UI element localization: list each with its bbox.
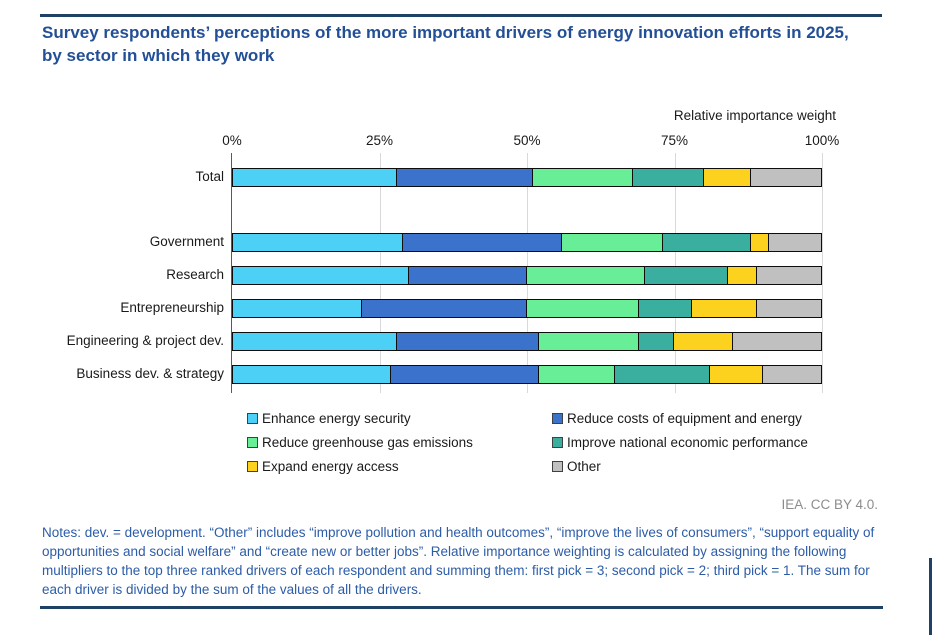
bar-segment <box>391 365 539 384</box>
bar-segment <box>733 332 822 351</box>
bar-segment <box>703 168 752 187</box>
legend-swatch-icon <box>247 436 258 448</box>
bar-segment <box>674 332 734 351</box>
legend-item: Reduce costs of equipment and energy <box>552 410 895 426</box>
legend-label: Reduce greenhouse gas emissions <box>262 434 473 450</box>
legend-item: Expand energy access <box>247 458 552 474</box>
bar-row <box>232 365 822 384</box>
legend-swatch-icon <box>247 412 258 424</box>
bar-segment <box>232 168 398 187</box>
category-label: Business dev. & strategy <box>76 366 224 381</box>
category-label: Government <box>149 234 224 249</box>
y-axis-line <box>231 153 232 393</box>
x-tick-label: 75% <box>660 133 689 148</box>
legend-item: Other <box>552 458 895 474</box>
bar-segment <box>526 299 640 318</box>
bar-segment <box>615 365 710 384</box>
bar-segment <box>751 168 822 187</box>
x-tick-label: 0% <box>222 133 242 148</box>
plot-area <box>231 153 823 393</box>
gridline <box>822 153 823 393</box>
bar-segment <box>538 332 640 351</box>
bar-segment <box>409 266 527 285</box>
bar-segment <box>645 266 728 285</box>
bar-segment <box>232 365 392 384</box>
x-tick-label: 50% <box>513 133 541 148</box>
bar-segment <box>757 266 822 285</box>
bar-segment <box>727 266 758 285</box>
bar-segment <box>662 233 752 252</box>
bar-segment <box>633 168 704 187</box>
category-label: Research <box>166 267 224 282</box>
bar-segment <box>232 233 404 252</box>
bar-segment <box>757 299 822 318</box>
bar-segment <box>232 299 362 318</box>
bottom-rule <box>40 606 883 609</box>
category-label: Total <box>195 169 224 184</box>
legend-swatch-icon <box>247 460 258 472</box>
bar-segment <box>751 233 769 252</box>
bar-segment <box>709 365 763 384</box>
category-label: Entrepreneurship <box>120 300 224 315</box>
right-edge-rule <box>929 558 932 635</box>
bar-segment <box>562 233 663 252</box>
legend-swatch-icon <box>552 412 563 424</box>
bar-segment <box>762 365 822 384</box>
bar-segment <box>692 299 758 318</box>
bar-row <box>232 332 822 351</box>
bar-row <box>232 299 822 318</box>
chart-title: Survey respondents’ perceptions of the m… <box>42 23 849 65</box>
legend-swatch-icon <box>552 460 563 472</box>
bar-segment <box>768 233 822 252</box>
legend: Enhance energy security Reduce costs of e… <box>247 410 895 474</box>
legend-label: Improve national economic performance <box>567 434 808 450</box>
notes-text: Notes: dev. = development. “Other” inclu… <box>42 525 875 598</box>
bar-row <box>232 168 822 187</box>
legend-item: Enhance energy security <box>247 410 552 426</box>
legend-label: Enhance energy security <box>262 410 411 426</box>
x-tick-label: 100% <box>804 133 840 148</box>
top-rule <box>40 14 882 17</box>
bar-row <box>232 233 822 252</box>
legend-label: Expand energy access <box>262 458 399 474</box>
category-label: Engineering & project dev. <box>66 333 224 348</box>
bar-segment <box>527 266 645 285</box>
legend-item: Improve national economic performance <box>552 434 895 450</box>
legend-label: Other <box>567 458 601 474</box>
legend-item: Reduce greenhouse gas emissions <box>247 434 552 450</box>
bar-segment <box>232 332 398 351</box>
bar-segment <box>232 266 409 285</box>
attribution-text: IEA. CC BY 4.0. <box>781 497 878 512</box>
bar-segment <box>397 168 533 187</box>
bar-segment <box>639 299 693 318</box>
bar-segment <box>538 365 616 384</box>
bar-segment <box>639 332 675 351</box>
x-tick-label: 25% <box>365 133 394 148</box>
bar-row <box>232 266 822 285</box>
legend-label: Reduce costs of equipment and energy <box>567 410 802 426</box>
axis-header: Relative importance weight <box>673 108 836 123</box>
bar-segment <box>397 332 539 351</box>
bar-segment <box>532 168 634 187</box>
bar-segment <box>403 233 563 252</box>
bar-segment <box>361 299 527 318</box>
legend-swatch-icon <box>552 436 563 448</box>
